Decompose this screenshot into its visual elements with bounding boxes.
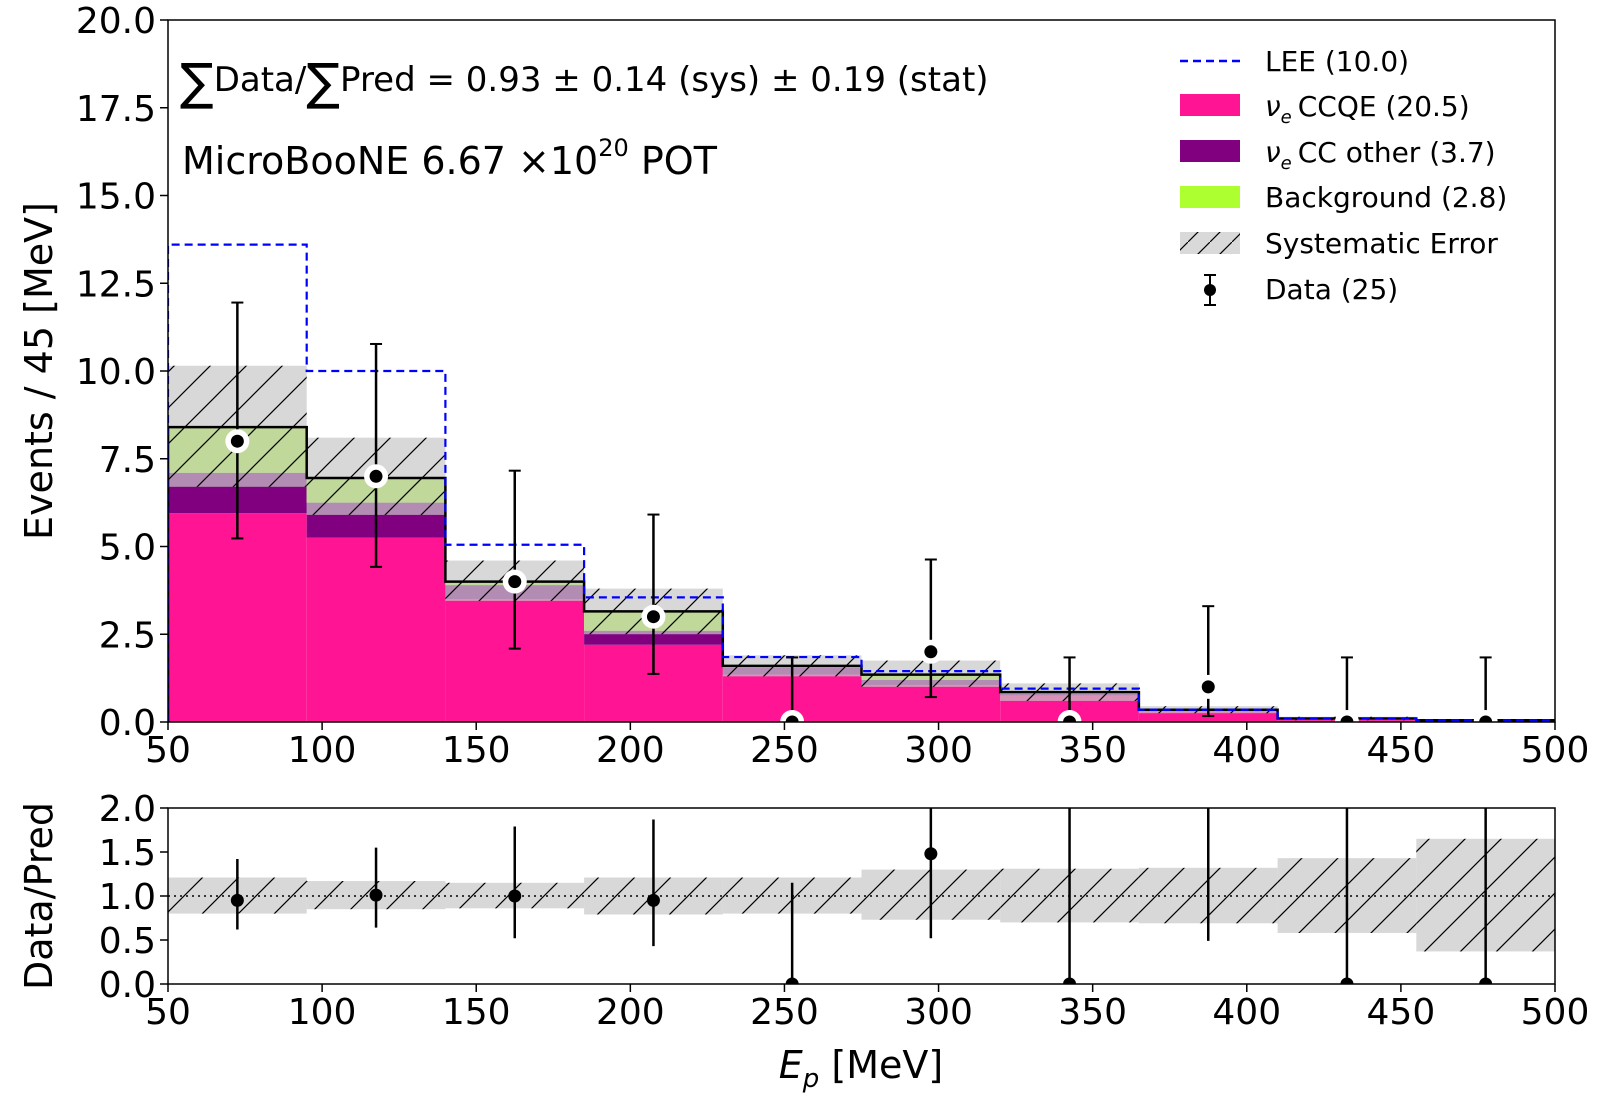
legend-ccother-swatch: [1180, 140, 1240, 162]
ratio-ytick-label-2: 1.0: [99, 877, 156, 918]
main-ytick-label-5: 12.5: [76, 264, 156, 305]
ratio-xtick-label-1: 100: [288, 992, 357, 1033]
ratio-point-3: [646, 893, 660, 907]
main-xtick-label-4: 250: [750, 730, 819, 771]
main-xtick-label-8: 450: [1367, 730, 1436, 771]
legend-ccother-label: νe CC other (3.7): [1265, 136, 1496, 174]
pot-annotation: MicroBooNE 6.67 ×1020 POT: [182, 134, 718, 183]
main-xtick-label-1: 100: [288, 730, 357, 771]
main-ytick-label-2: 5.0: [99, 528, 156, 569]
ratio-point-8: [1340, 977, 1354, 984]
sum-symbol-1: ∑: [180, 53, 214, 111]
ratio-xtick-label-2: 150: [442, 992, 511, 1033]
legend-ccother-text: CC other (3.7): [1298, 136, 1496, 169]
annotation-ratio-a: Data/: [214, 60, 307, 100]
legend-ccqe-nu: ν: [1265, 90, 1281, 123]
main-xtick-label-9: 500: [1521, 730, 1590, 771]
bar-nu_e-ccqe-1: [306, 537, 446, 722]
x-axis-unit: [MeV]: [819, 1043, 943, 1087]
data-point-5: [924, 645, 938, 659]
ratio-ytick-label-3: 1.5: [99, 833, 156, 874]
legend-data-marker: [1204, 284, 1216, 296]
main-ytick-label-8: 20.0: [76, 1, 156, 42]
main-ytick-label-3: 7.5: [99, 440, 156, 481]
ratio-point-5: [924, 847, 938, 861]
lee-line: [168, 243, 1555, 722]
legend-syst-label: Systematic Error: [1265, 227, 1498, 260]
legend-data-label: Data (25): [1265, 273, 1398, 306]
main-xtick-label-6: 350: [1058, 730, 1127, 771]
main-xtick-label-0: 50: [145, 730, 191, 771]
ratio-xtick-label-0: 50: [145, 992, 191, 1033]
data-point-0: [230, 434, 244, 448]
pot-tail: POT: [629, 139, 718, 183]
main-ytick-label-1: 2.5: [99, 615, 156, 656]
main-y-axis-label: Events / 45 [MeV]: [17, 202, 61, 540]
main-xtick-label-3: 200: [596, 730, 665, 771]
annotation-ratio-b: Pred = 0.93 ± 0.14 (sys) ± 0.19 (stat): [340, 60, 989, 100]
ratio-point-9: [1479, 977, 1493, 984]
data-point-4: [785, 715, 799, 722]
pot-exponent: 20: [598, 134, 629, 162]
legend-background-swatch: [1180, 186, 1240, 208]
pot-text: MicroBooNE 6.67 ×10: [182, 139, 598, 183]
ratio-xtick-label-3: 200: [596, 992, 665, 1033]
legend-lee-label: LEE (10.0): [1265, 45, 1409, 78]
data-point-7: [1201, 680, 1215, 694]
main-ytick-label-4: 10.0: [76, 352, 156, 393]
ratio-panel: 50 100 150 200 250 300 350 400 450 500 0.00.51.01.…: [17, 789, 1590, 1094]
main-xtick-label-5: 300: [904, 730, 973, 771]
legend: LEE (10.0) νe CCQE (20.5) νe CC other (3.7…: [1180, 45, 1507, 306]
legend-ccqe-text: CCQE (20.5): [1298, 90, 1470, 123]
main-xtick-label-7: 400: [1212, 730, 1281, 771]
x-axis-symbol: E: [779, 1043, 803, 1087]
main-xtick-label-2: 150: [442, 730, 511, 771]
data-point-6: [1063, 715, 1077, 722]
ratio-xtick-label-9: 500: [1521, 992, 1590, 1033]
x-axis-label: Ep [MeV]: [779, 1043, 943, 1094]
data-points: [225, 301, 1498, 722]
legend-syst-hatch: [1180, 232, 1240, 254]
data-point-2: [508, 575, 522, 589]
ratio-xtick-label-7: 400: [1212, 992, 1281, 1033]
data-point-8: [1340, 715, 1354, 722]
ratio-ytick-label-0: 0.0: [99, 965, 156, 1006]
ratio-point-0: [230, 893, 244, 907]
ratio-points: [230, 808, 1493, 984]
data-point-3: [646, 610, 660, 624]
legend-ccother-nu: ν: [1265, 136, 1281, 169]
bar-nu_e-ccqe-0: [168, 513, 307, 722]
ratio-ytick-label-4: 2.0: [99, 789, 156, 830]
ratio-ytick-label-1: 0.5: [99, 921, 156, 962]
legend-ccqe-swatch: [1180, 94, 1240, 116]
ratio-xtick-label-5: 300: [904, 992, 973, 1033]
ratio-xtick-label-4: 250: [750, 992, 819, 1033]
ratio-annotation: ∑Data/∑Pred = 0.93 ± 0.14 (sys) ± 0.19 (…: [180, 53, 989, 111]
data-point-1: [369, 469, 383, 483]
main-ytick-label-6: 15.0: [76, 177, 156, 218]
ratio-xtick-label-6: 350: [1058, 992, 1127, 1033]
main-panel: 50 100 150 200 250 300 350 400 450 500 0.0 2.5 5.0 7.…: [17, 1, 1589, 771]
main-ytick-label-7: 17.5: [76, 89, 156, 130]
ratio-y-axis-label: Data/Pred: [17, 802, 61, 990]
sum-symbol-2: ∑: [306, 53, 340, 111]
ratio-point-2: [508, 889, 522, 903]
legend-ccqe-sub: e: [1281, 107, 1292, 128]
legend-ccother-sub: e: [1281, 153, 1292, 174]
x-axis-subscript: p: [802, 1064, 820, 1094]
ratio-point-1: [369, 888, 383, 902]
ratio-point-4: [785, 977, 799, 984]
legend-background-label: Background (2.8): [1265, 181, 1507, 214]
main-ytick-label-0: 0.0: [99, 703, 156, 744]
legend-ccqe-label: νe CCQE (20.5): [1265, 90, 1470, 128]
data-point-9: [1479, 715, 1493, 722]
ratio-xtick-label-8: 450: [1367, 992, 1436, 1033]
ratio-point-6: [1063, 977, 1077, 984]
svg-text:∑Data/∑Pred = 0.93 ± 0.14 (sys: ∑Data/∑Pred = 0.93 ± 0.14 (sys) ± 0.19 (…: [180, 53, 989, 111]
